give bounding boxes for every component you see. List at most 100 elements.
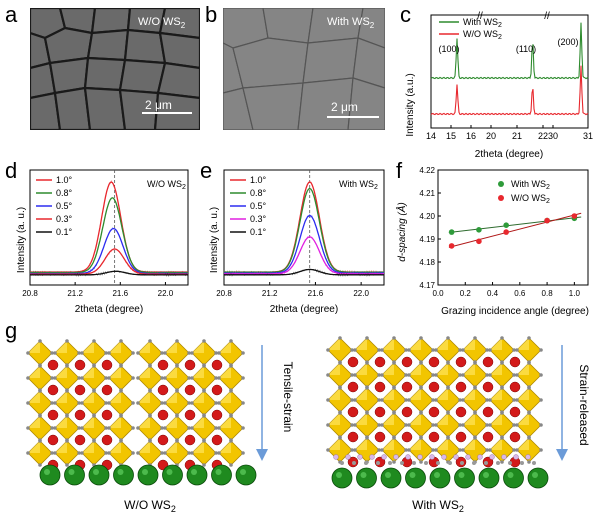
- ws2-atom: [453, 454, 459, 460]
- halide-atom: [80, 426, 84, 430]
- octahedron-face: [165, 341, 177, 353]
- data-point: [503, 229, 509, 235]
- sem-caption-a: W/O WS2: [138, 16, 186, 31]
- halide-atom: [365, 361, 369, 365]
- octahedron-face: [109, 366, 121, 378]
- ws2-atom: [340, 461, 344, 465]
- ws2-atom: [388, 461, 392, 465]
- halide-atom: [214, 451, 218, 455]
- halide-atom: [107, 351, 111, 355]
- octahedron-face: [82, 391, 94, 403]
- legend-label: 0.1°: [56, 227, 73, 237]
- octahedron-face: [28, 391, 40, 403]
- panel-label-e: e: [200, 158, 213, 183]
- halide-atom: [473, 361, 477, 365]
- halide-atom: [488, 448, 492, 452]
- ws2-atom: [460, 461, 464, 465]
- legend-f-with: With WS2: [511, 179, 550, 191]
- halide-atom: [190, 426, 194, 430]
- octahedron-face: [517, 413, 529, 425]
- halide-atom: [326, 448, 330, 452]
- octahedron-face: [517, 338, 529, 350]
- halide-atom: [77, 426, 81, 430]
- halide-atom: [365, 436, 369, 440]
- scale-bar-b: [327, 116, 379, 118]
- cation-atom: [401, 431, 413, 443]
- grain-texture-b: [223, 8, 385, 130]
- halide-atom: [175, 339, 179, 343]
- octahedron-face: [28, 366, 40, 378]
- sem-image-without-ws2: W/O WS2 2 μm: [30, 8, 200, 130]
- halide-atom: [229, 339, 233, 343]
- octahedron-face: [219, 341, 231, 353]
- octahedron-face: [436, 388, 448, 400]
- fit-curve-4: [30, 270, 188, 276]
- xrd-series-0: [430, 22, 589, 80]
- halide-atom: [104, 451, 108, 455]
- halide-atom: [434, 448, 438, 452]
- halide-atom: [338, 436, 342, 440]
- octahedron-face: [219, 366, 231, 378]
- halide-atom: [77, 451, 81, 455]
- halide-atom: [353, 423, 357, 427]
- halide-atom: [431, 448, 435, 452]
- halide-atom: [80, 451, 84, 455]
- cation-atom: [101, 359, 113, 371]
- cation-atom: [482, 356, 494, 368]
- halide-atom: [380, 348, 384, 352]
- chart-f-ticks: 0.0 0.2 0.4 0.6 0.8 1.0 4.17 4.18 4.19 4.20 4.21 4.…: [419, 166, 580, 298]
- halide-atom: [512, 348, 516, 352]
- fit-line-1: [448, 212, 582, 248]
- halide-atom: [419, 386, 423, 390]
- halide-atom: [229, 389, 233, 393]
- halide-atom: [407, 373, 411, 377]
- substrate-atom: [454, 467, 475, 489]
- octahedron-face: [82, 366, 94, 378]
- octahedron-face: [355, 413, 367, 425]
- halide-atom: [338, 361, 342, 365]
- halide-atom: [485, 423, 489, 427]
- halide-atom: [392, 336, 396, 340]
- octahedron-face: [138, 416, 150, 428]
- halide-atom: [527, 460, 531, 464]
- halide-atom: [77, 401, 81, 405]
- halide-atom: [473, 336, 477, 340]
- ytick-label: 4.19: [419, 235, 435, 244]
- halide-atom: [190, 451, 194, 455]
- halide-atom: [38, 364, 42, 368]
- halide-atom: [512, 448, 516, 452]
- axis-break-mark: //: [477, 11, 483, 22]
- cation-atom: [509, 406, 521, 418]
- chart-f-ylabel: d-spacing (Å): [395, 202, 408, 261]
- halide-atom: [160, 376, 164, 380]
- halide-atom: [119, 339, 123, 343]
- cation-atom: [428, 431, 440, 443]
- halide-atom: [431, 348, 435, 352]
- halide-atom: [488, 423, 492, 427]
- halide-atom: [38, 414, 42, 418]
- data-point: [571, 213, 578, 219]
- fit-line-0: [448, 216, 582, 234]
- octahedron-face: [355, 438, 367, 450]
- halide-atom: [353, 448, 357, 452]
- halide-atom: [539, 373, 543, 377]
- ws2-atom: [441, 454, 447, 460]
- octahedron-face: [409, 438, 421, 450]
- halide-atom: [446, 386, 450, 390]
- halide-atom: [202, 339, 206, 343]
- cation-atom: [347, 381, 359, 393]
- ws2-atom: [376, 461, 380, 465]
- halide-atom: [338, 386, 342, 390]
- halide-atom: [229, 414, 233, 418]
- halide-atom: [53, 451, 57, 455]
- cation-atom: [157, 384, 169, 396]
- halide-atom: [515, 348, 519, 352]
- cation-atom: [401, 381, 413, 393]
- cation-atom: [74, 409, 86, 421]
- halide-atom: [404, 373, 408, 377]
- halide-atom: [107, 426, 111, 430]
- halide-atom: [350, 398, 354, 402]
- cation-atom: [509, 381, 521, 393]
- halide-atom: [80, 401, 84, 405]
- xrd-xtick-label: 20: [486, 131, 496, 141]
